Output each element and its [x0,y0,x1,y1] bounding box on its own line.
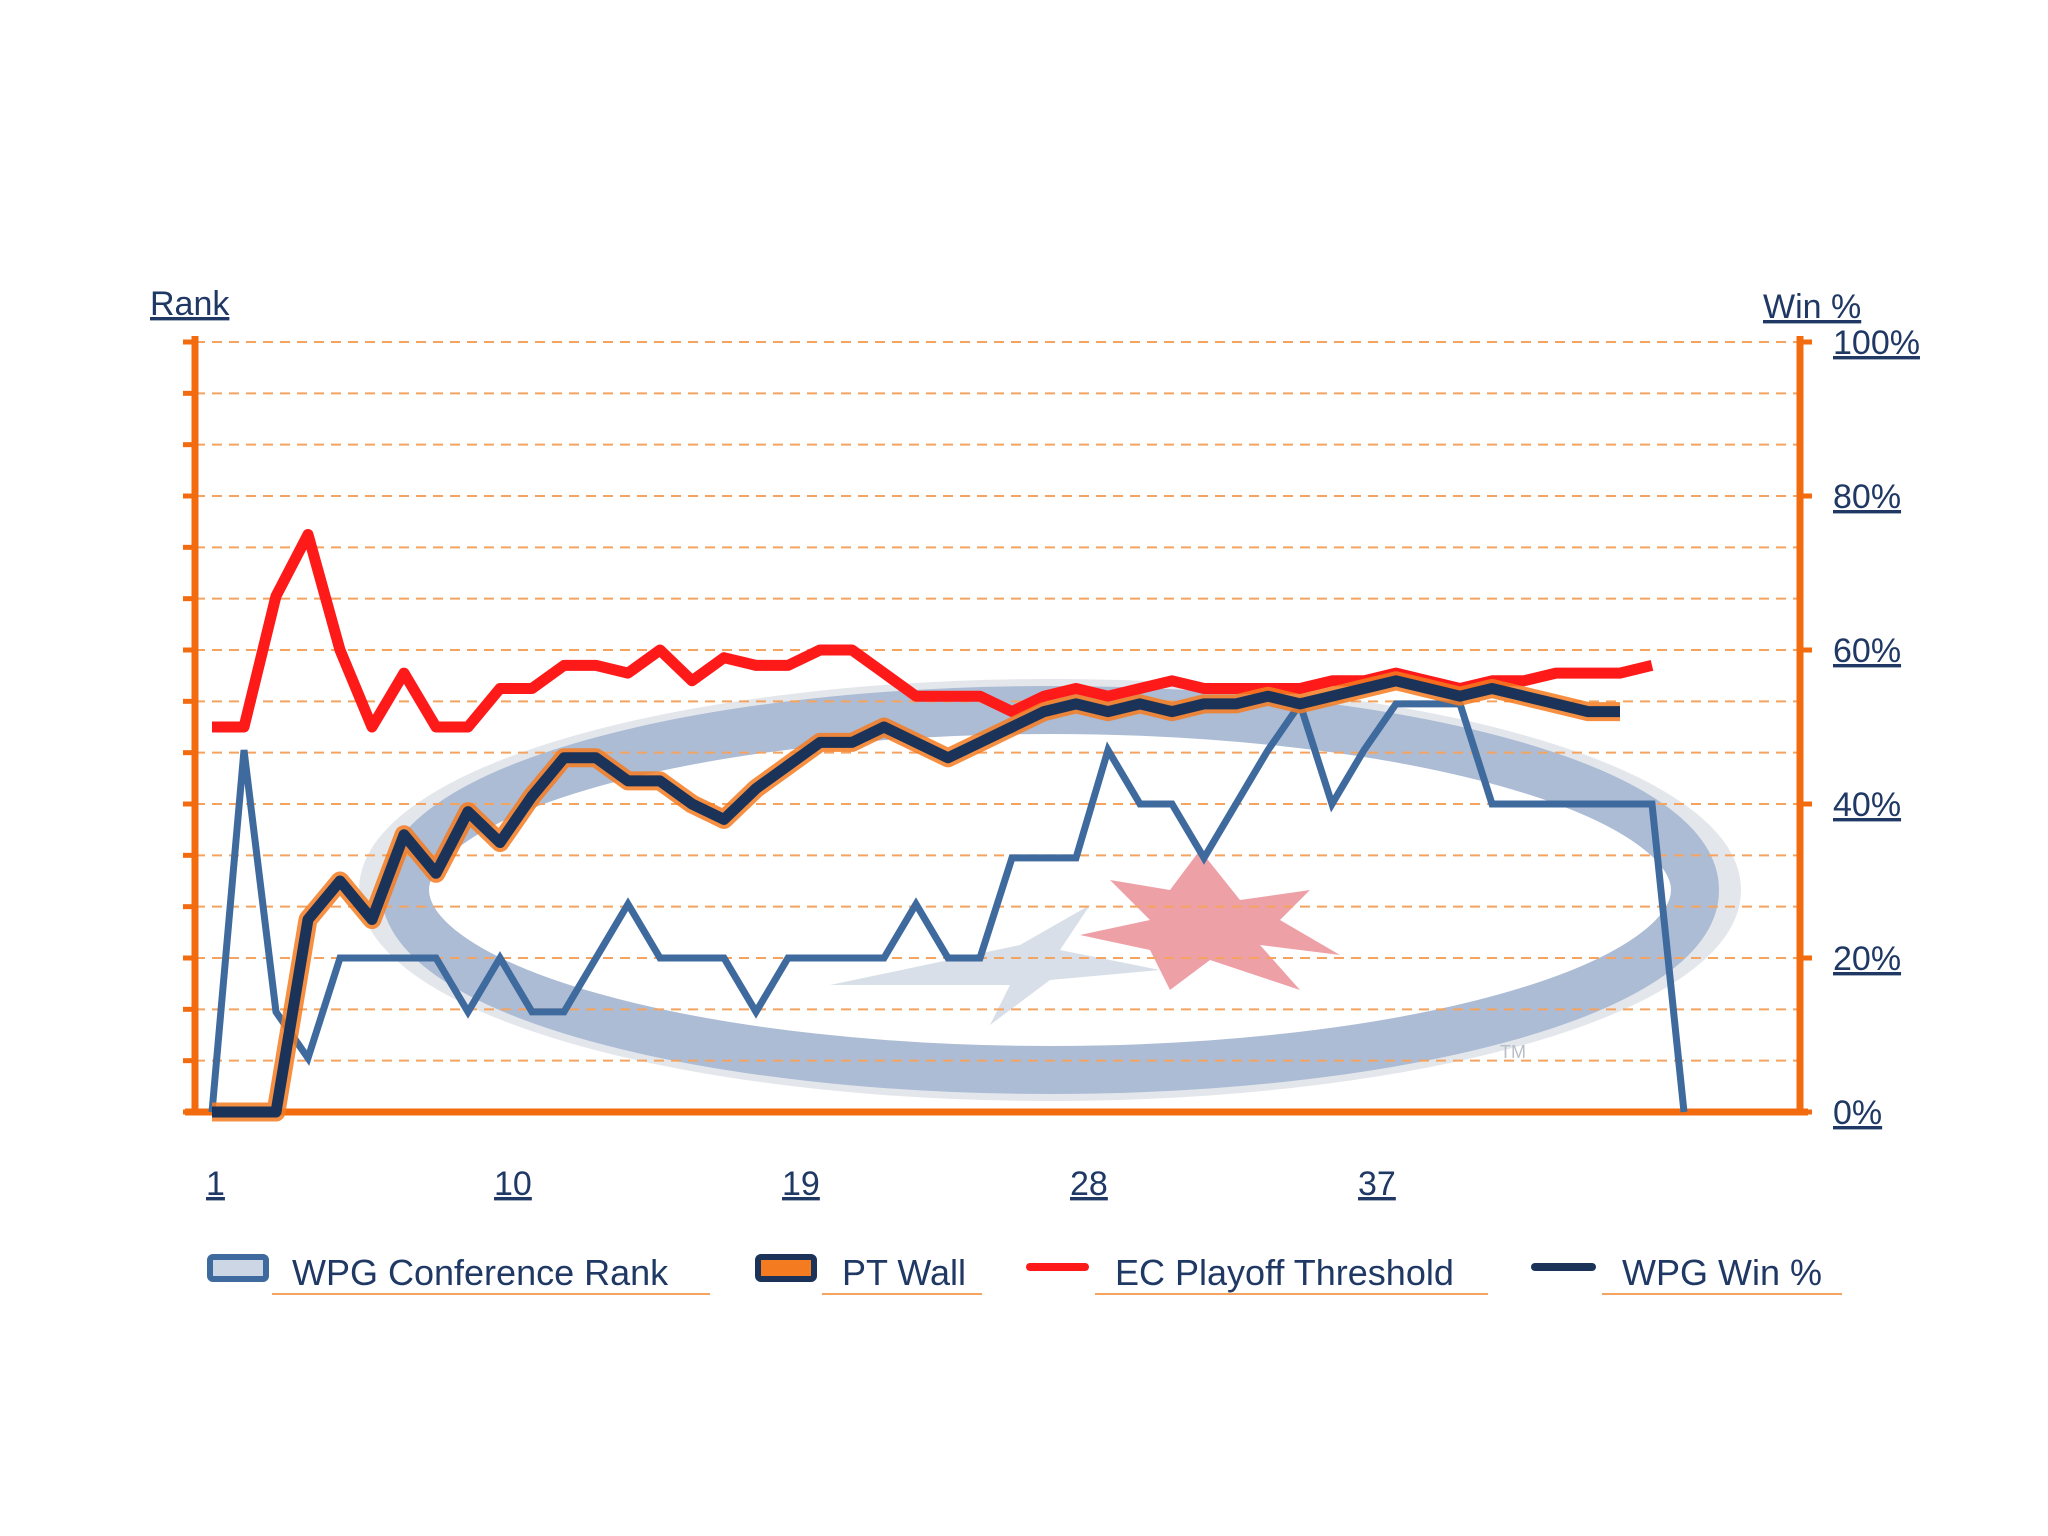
legend-label: PT Wall [842,1252,966,1293]
legend-label: WPG Win % [1622,1252,1822,1293]
logo-trademark: TM [1500,1042,1526,1062]
rank-swatch-icon [207,1254,269,1282]
series-layer [208,529,1688,1122]
x-tick-label: 1 [206,1165,225,1203]
x-tick-label: 19 [782,1165,820,1203]
tick-labels: 100% 80% 60% 40% 20% 0% 1 10 19 28 37 [206,324,1920,1203]
x-tick-label: 37 [1358,1165,1396,1203]
y-tick-label: 80% [1833,478,1901,516]
x-tick-label: 10 [494,1165,532,1203]
legend: WPG Conference Rank PT Wall EC Playoff Thr… [207,1252,1842,1295]
series-wpg-conference-rank [208,696,1688,1113]
right-axis-label: Win % [1763,288,1861,326]
legend-label: EC Playoff Threshold [1115,1252,1454,1293]
axes [183,336,1812,1116]
y-tick-label: 20% [1833,940,1901,978]
logo-leaf [1080,850,1340,990]
logo-jet [830,905,1160,1025]
legend-label: WPG Conference Rank [292,1252,669,1293]
y-tick-label: 0% [1833,1094,1882,1132]
x-tick-label: 28 [1070,1165,1108,1203]
y-tick-label: 100% [1833,324,1920,362]
y-tick-label: 60% [1833,632,1901,670]
left-axis-label: Rank [150,285,230,323]
series-wpg-win-pct [212,675,1620,1118]
pt-wall-swatch-icon [755,1254,817,1282]
y-tick-label: 40% [1833,786,1901,824]
